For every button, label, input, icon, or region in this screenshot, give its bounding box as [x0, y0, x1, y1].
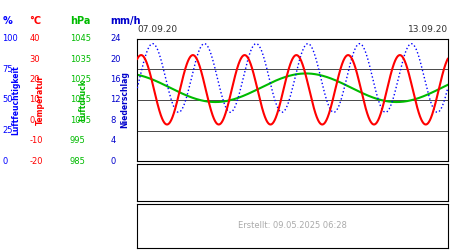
Text: 20: 20 — [29, 75, 40, 84]
Text: 0: 0 — [2, 157, 8, 166]
Text: 1035: 1035 — [70, 55, 91, 64]
Text: 1005: 1005 — [70, 116, 91, 125]
Text: hPa: hPa — [70, 16, 90, 26]
Text: 30: 30 — [29, 55, 40, 64]
Text: mm/h: mm/h — [110, 16, 141, 26]
Text: Temperatur: Temperatur — [36, 75, 45, 125]
Text: %: % — [2, 16, 12, 26]
Text: 1045: 1045 — [70, 34, 91, 43]
Text: 100: 100 — [2, 34, 18, 43]
Text: Erstellt: 09.05.2025 06:28: Erstellt: 09.05.2025 06:28 — [238, 221, 347, 230]
Text: Luftdruck: Luftdruck — [78, 79, 87, 121]
Text: Niederschlag: Niederschlag — [121, 72, 130, 128]
Text: 16: 16 — [110, 75, 121, 84]
Text: 75: 75 — [2, 65, 13, 74]
Text: 12: 12 — [110, 96, 121, 104]
Text: °C: °C — [29, 16, 41, 26]
Text: -20: -20 — [29, 157, 43, 166]
Text: 0: 0 — [29, 116, 35, 125]
Text: 995: 995 — [70, 136, 86, 145]
Text: 10: 10 — [29, 96, 40, 104]
Text: 24: 24 — [110, 34, 121, 43]
Text: 07.09.20: 07.09.20 — [137, 25, 177, 34]
Text: 50: 50 — [2, 96, 13, 104]
Text: 13.09.20: 13.09.20 — [408, 25, 448, 34]
Text: 40: 40 — [29, 34, 40, 43]
Text: 20: 20 — [110, 55, 121, 64]
Text: 25: 25 — [2, 126, 13, 135]
Text: 1015: 1015 — [70, 96, 91, 104]
Text: Luftfeuchtigkeit: Luftfeuchtigkeit — [12, 65, 21, 135]
Text: 1025: 1025 — [70, 75, 91, 84]
Text: 0: 0 — [110, 157, 116, 166]
Text: 8: 8 — [110, 116, 116, 125]
Text: 4: 4 — [110, 136, 116, 145]
Text: -10: -10 — [29, 136, 43, 145]
Text: 985: 985 — [70, 157, 86, 166]
